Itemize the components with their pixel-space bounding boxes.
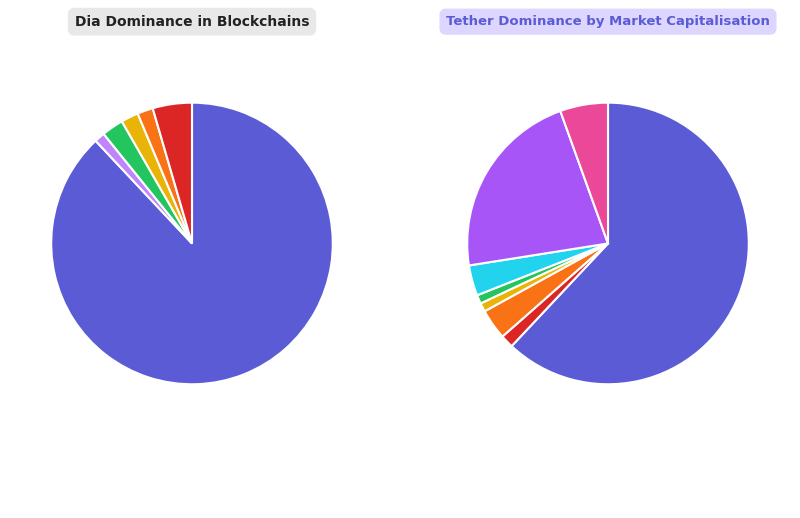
Wedge shape bbox=[51, 103, 333, 384]
Wedge shape bbox=[485, 243, 608, 337]
Wedge shape bbox=[560, 103, 608, 243]
Wedge shape bbox=[477, 243, 608, 304]
Wedge shape bbox=[138, 108, 192, 243]
Wedge shape bbox=[153, 103, 192, 243]
Wedge shape bbox=[469, 243, 608, 295]
Text: Tether Dominance by Market Capitalisation: Tether Dominance by Market Capitalisatio… bbox=[446, 15, 770, 28]
Wedge shape bbox=[104, 121, 192, 243]
Wedge shape bbox=[481, 243, 608, 311]
Wedge shape bbox=[502, 243, 608, 346]
Wedge shape bbox=[512, 103, 749, 384]
Wedge shape bbox=[467, 111, 608, 266]
Wedge shape bbox=[122, 113, 192, 243]
Text: Dia Dominance in Blockchains: Dia Dominance in Blockchains bbox=[74, 15, 310, 28]
Wedge shape bbox=[96, 134, 192, 243]
